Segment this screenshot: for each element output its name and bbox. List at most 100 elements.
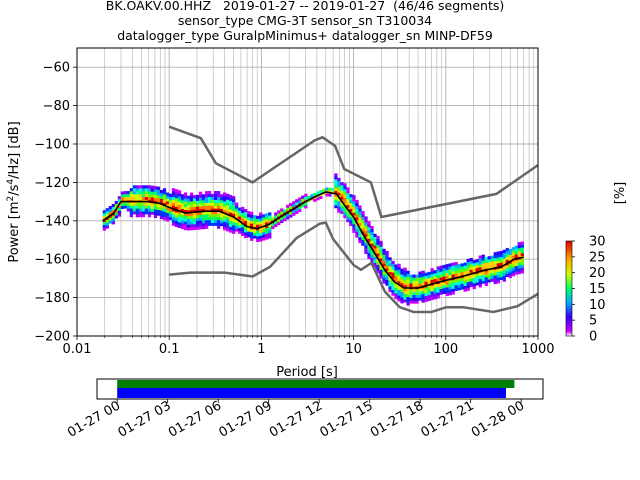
heatmap-cell [433, 296, 437, 300]
heatmap-cell [361, 213, 365, 217]
heatmap-cell [168, 196, 173, 200]
heatmap-cell [349, 199, 353, 204]
heatmap-cell [168, 208, 173, 212]
heatmap-cell [204, 194, 209, 198]
heatmap-cell [204, 196, 209, 201]
heatmap-cell [247, 228, 251, 232]
heatmap-cell [415, 288, 419, 293]
heatmap-cell [439, 282, 443, 287]
heatmap-cell [496, 268, 500, 272]
heatmap-cell [222, 192, 227, 196]
heatmap-cell [382, 268, 386, 273]
colorbar-tick-label: 0 [589, 330, 597, 345]
heatmap-cell [370, 240, 374, 244]
heatmap-cell [400, 297, 404, 301]
heatmap-cell [367, 252, 371, 257]
heatmap-cell [424, 278, 428, 282]
new-low-noise-model [169, 221, 539, 314]
heatmap-cell [454, 267, 458, 271]
heatmap-cell [265, 224, 269, 229]
heatmap-cell [129, 202, 134, 206]
heatmap-cell [141, 205, 146, 209]
heatmap-cell [244, 226, 248, 230]
heatmap-cell [204, 205, 209, 209]
heatmap-cell [427, 286, 431, 290]
heatmap-cell [424, 290, 428, 294]
heatmap-cell [171, 208, 176, 212]
heatmap-cell [457, 272, 461, 276]
heatmap-cell [201, 220, 206, 224]
heatmap-cell [268, 220, 272, 225]
heatmap-cell [358, 214, 362, 218]
heatmap-cell [238, 222, 242, 226]
heatmap-cell [295, 199, 299, 203]
heatmap-cell [340, 207, 344, 212]
heatmap-cell [207, 208, 212, 212]
heatmap-cell [502, 275, 506, 279]
heatmap-cell [210, 216, 215, 221]
heatmap-cell [159, 210, 164, 214]
heatmap-cell [358, 219, 362, 224]
heatmap-cell [430, 291, 434, 295]
heatmap-cell [391, 269, 395, 273]
heatmap-cell [295, 202, 299, 206]
heatmap-cell [481, 280, 485, 284]
heatmap-cell [126, 196, 131, 200]
heatmap-cell [126, 205, 131, 209]
heatmap-cell [463, 277, 467, 281]
heatmap-cell [508, 266, 512, 270]
heatmap-cell [457, 281, 461, 285]
heatmap-cell [499, 271, 503, 275]
heatmap-cell [183, 192, 188, 196]
heatmap-cell [213, 196, 218, 200]
heatmap-cell [219, 222, 224, 227]
heatmap-cell [364, 242, 368, 246]
heatmap-cell [406, 282, 410, 286]
heatmap-cell [343, 192, 347, 196]
heatmap-cell [496, 257, 500, 261]
heatmap-cell [232, 224, 236, 229]
heatmap-cell [493, 275, 497, 279]
heatmap-cell [225, 193, 230, 197]
heatmap-cell [156, 189, 161, 193]
heatmap-cell [418, 283, 422, 287]
heatmap-cell [352, 198, 356, 202]
heatmap-cell [337, 198, 341, 202]
heatmap-cell [195, 215, 200, 219]
heatmap-cell [463, 285, 467, 289]
heatmap-cell [406, 270, 410, 274]
heatmap-cell [213, 205, 218, 209]
heatmap-cell [268, 226, 272, 230]
heatmap-cell [352, 195, 356, 199]
heatmap-cell [156, 206, 161, 210]
heatmap-cell [334, 196, 338, 200]
heatmap-cell [358, 222, 362, 226]
heatmap-cell [445, 289, 449, 294]
heatmap-cell [177, 219, 182, 223]
heatmap-cell [460, 266, 464, 270]
heatmap-cell [436, 266, 440, 270]
colorbar-tick-label: 10 [589, 298, 606, 313]
heatmap-cell [520, 250, 525, 254]
heatmap-cell [259, 226, 263, 231]
heatmap-cell [238, 213, 242, 217]
heatmap-cell [274, 215, 278, 219]
heatmap-cell [340, 184, 344, 189]
heatmap-cell [361, 225, 365, 229]
heatmap-cell [144, 205, 149, 209]
heatmap-cell [427, 292, 431, 296]
heatmap-cell [388, 257, 392, 261]
heatmap-cell [493, 263, 497, 267]
heatmap-cell [472, 268, 476, 272]
heatmap-cell [475, 264, 479, 269]
heatmap-cell [235, 205, 239, 209]
heatmap-cell [337, 206, 341, 210]
timeline-tick-label: 01-27 06 [166, 398, 224, 440]
heatmap-cell [364, 227, 368, 232]
heatmap-cell [247, 231, 251, 235]
heatmap-cell [162, 202, 167, 206]
heatmap-cell [204, 208, 209, 212]
heatmap-cell [198, 217, 203, 221]
heatmap-cell [177, 198, 182, 203]
timeline-tick-label: 01-27 12 [267, 398, 325, 440]
